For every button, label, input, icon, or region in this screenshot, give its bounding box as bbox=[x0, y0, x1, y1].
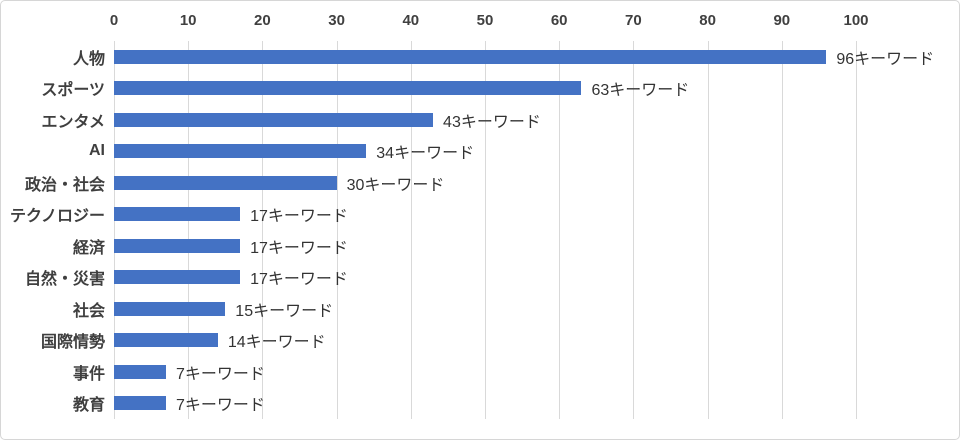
bar-row: 政治・社会 30キーワード bbox=[25, 167, 856, 199]
x-tick-label-20: 20 bbox=[254, 12, 271, 29]
gridline-100 bbox=[856, 41, 857, 419]
bar-row: 事件 7キーワード bbox=[73, 356, 856, 388]
bar-row: 教育 7キーワード bbox=[73, 388, 856, 420]
bar bbox=[114, 364, 166, 379]
bar-rows: 人物 96キーワードスポーツ 63キーワードエンタメ 43キーワード AI 34キーワード… bbox=[10, 41, 934, 420]
gridline-70 bbox=[633, 41, 635, 419]
x-tick-label-0: 0 bbox=[109, 12, 119, 29]
gridline-30 bbox=[336, 41, 338, 419]
data-label: 17キーワード bbox=[250, 239, 348, 257]
bar-row: テクノロジー 17キーワード bbox=[10, 199, 856, 231]
bar-row: AI 34キーワード bbox=[89, 136, 856, 168]
bar-row: 人物 96キーワード bbox=[73, 41, 934, 73]
bar bbox=[114, 49, 827, 64]
x-axis: 0 10 20 30 40 50 60 70 80 90 100 bbox=[1, 7, 959, 35]
data-label: 96キーワード bbox=[836, 50, 935, 68]
data-label: 15キーワード bbox=[235, 302, 334, 320]
gridline-10 bbox=[188, 41, 190, 419]
data-label: 30キーワード bbox=[346, 176, 445, 194]
bar bbox=[114, 81, 582, 96]
bar bbox=[114, 270, 241, 285]
data-label: 14キーワード bbox=[227, 334, 326, 352]
bar bbox=[114, 144, 367, 159]
x-tick-label-30: 30 bbox=[328, 12, 345, 29]
category-label: 事件 bbox=[72, 365, 105, 383]
category-label: 政治・社会 bbox=[24, 176, 105, 194]
gridline-80 bbox=[707, 41, 709, 419]
gridline-40 bbox=[410, 41, 412, 419]
category-label: 社会 bbox=[72, 302, 105, 320]
x-tick-label-80: 80 bbox=[699, 12, 716, 29]
plot-area: 人物 96キーワードスポーツ 63キーワードエンタメ 43キーワード AI 34キーワード… bbox=[10, 41, 934, 420]
category-label: エンタメ bbox=[41, 113, 105, 131]
x-tick-label-100: 100 bbox=[843, 12, 869, 29]
category-label: 人物 bbox=[72, 50, 105, 68]
category-label: テクノロジー bbox=[9, 208, 105, 226]
bar bbox=[114, 175, 337, 190]
category-label: 自然・災害 bbox=[24, 271, 105, 289]
data-label: 63キーワード bbox=[591, 82, 690, 100]
data-label: 34キーワード bbox=[376, 145, 475, 163]
bar-row: スポーツ 63キーワード bbox=[41, 73, 856, 105]
category-label: 国際情勢 bbox=[40, 334, 105, 352]
gridline-60 bbox=[559, 41, 561, 419]
data-label: 7キーワード bbox=[175, 397, 265, 415]
gridline-90 bbox=[781, 41, 783, 419]
x-tick-label-90: 90 bbox=[773, 12, 791, 29]
category-label: 教育 bbox=[72, 397, 105, 415]
category-label: スポーツ bbox=[41, 82, 105, 100]
bar-row: 国際情勢 14キーワード bbox=[41, 325, 856, 357]
bar bbox=[114, 396, 166, 411]
bar-row: 経済 17キーワード bbox=[73, 230, 856, 262]
x-tick-label-40: 40 bbox=[402, 12, 420, 29]
bar bbox=[114, 238, 241, 253]
category-label: AI bbox=[89, 142, 105, 160]
bar bbox=[114, 207, 241, 222]
bar bbox=[114, 112, 434, 127]
bar-row: エンタメ 43キーワード bbox=[41, 104, 856, 136]
data-label: 43キーワード bbox=[443, 113, 541, 131]
gridline-0 bbox=[114, 41, 115, 419]
x-tick-label-10: 10 bbox=[179, 12, 197, 29]
bar-row: 自然・災害 17キーワード bbox=[25, 262, 856, 294]
x-tick-label-70: 70 bbox=[625, 12, 642, 29]
x-tick-label-50: 50 bbox=[476, 12, 494, 29]
data-label: 17キーワード bbox=[250, 271, 348, 289]
bar bbox=[114, 333, 218, 348]
x-tick-label-60: 60 bbox=[550, 12, 568, 29]
gridline-50 bbox=[485, 41, 486, 419]
bar bbox=[114, 301, 226, 316]
category-label: 経済 bbox=[72, 239, 105, 257]
gridline-20 bbox=[262, 41, 264, 419]
bar-row: 社会 15キーワード bbox=[73, 293, 856, 325]
data-label: 7キーワード bbox=[175, 365, 265, 383]
data-label: 17キーワード bbox=[250, 208, 348, 226]
